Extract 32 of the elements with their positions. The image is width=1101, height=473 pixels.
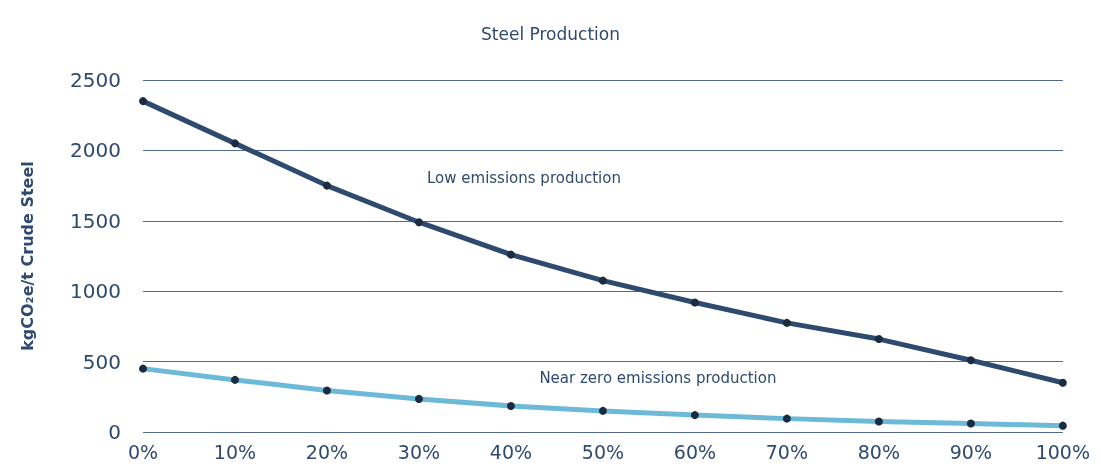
point [506,250,515,259]
x-tick-label: 20% [305,440,349,463]
x-tick-label: 60% [673,440,717,463]
x-tick-label: 50% [581,440,625,463]
point [966,356,975,365]
x-tick-label: 100% [1035,440,1090,463]
point [139,97,147,106]
x-tick-label: 90% [949,440,992,463]
text: Low emissions production [426,168,621,187]
point [322,181,331,190]
y-axis-title: kgCO₂e/t Crude Steel [17,161,37,351]
point [414,218,423,227]
y-tick-label: 2000 [70,138,121,163]
point [1058,378,1067,387]
chart-title: Steel Production [481,23,620,44]
y-tick-label: 500 [82,349,121,374]
y-tick-label: 2500 [70,68,121,92]
x-tick-label: 40% [489,440,533,463]
x-tick-label: 30% [397,440,441,463]
point [874,335,883,344]
point [598,276,607,285]
x-tick-label: 0% [127,440,159,463]
x-tick-label: 10% [213,440,257,463]
y-tick-label: 0 [108,420,121,444]
y-tick-label: 1500 [70,208,121,233]
series-label: Near zero emissions production [539,369,777,388]
x-tick-label: 70% [765,440,809,463]
point [690,298,699,307]
point [782,318,791,327]
point [230,139,239,148]
y-tick-label: 1000 [70,279,121,304]
x-tick-label: 80% [857,440,900,463]
